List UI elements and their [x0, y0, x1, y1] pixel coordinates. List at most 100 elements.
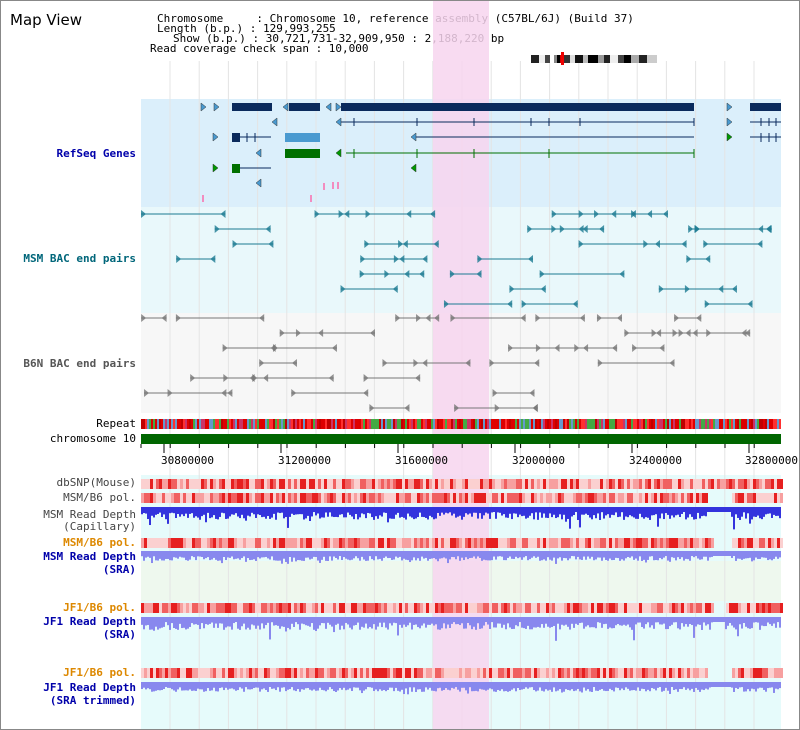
- read-depth-bar: [545, 507, 547, 518]
- read-depth-bar: [427, 507, 429, 520]
- read-depth-bar: [263, 507, 265, 517]
- b6n-bac-end: [659, 344, 665, 352]
- polymorphism-cell: [612, 493, 615, 503]
- polymorphism-cell: [606, 538, 609, 548]
- repeat-segment: [493, 419, 495, 429]
- gene-block: [285, 133, 320, 142]
- polymorphism-cell: [432, 493, 435, 503]
- read-depth-bar: [239, 617, 241, 630]
- polymorphism-cell: [696, 668, 699, 678]
- read-depth-bar: [693, 551, 695, 558]
- read-depth-bar: [179, 507, 181, 517]
- read-depth-bar: [649, 682, 651, 692]
- read-depth-bar: [629, 551, 631, 558]
- polymorphism-cell: [654, 668, 657, 678]
- polymorphism-cell: [327, 493, 330, 503]
- polymorphism-cell: [573, 668, 576, 678]
- read-depth-bar: [709, 617, 711, 630]
- read-depth-bar: [245, 682, 247, 688]
- polymorphism-cell: [612, 668, 615, 678]
- polymorphism-cell: [780, 603, 783, 613]
- read-depth-bar: [199, 507, 201, 520]
- polymorphism-cell: [456, 668, 459, 678]
- track-label-b6n-bac[interactable]: B6N BAC end pairs: [23, 357, 136, 370]
- length-info: Length (b.p.) : 129,993,255: [157, 22, 336, 35]
- read-depth-bar: [231, 617, 233, 630]
- polymorphism-cell: [390, 668, 393, 678]
- gene-mark: [337, 182, 339, 189]
- polymorphism-cell: [492, 668, 495, 678]
- polymorphism-cell: [447, 603, 450, 613]
- polymorphism-cell: [258, 668, 261, 678]
- read-depth-bar: [589, 551, 591, 559]
- repeat-segment: [719, 419, 721, 429]
- msm-bac-end: [582, 225, 588, 233]
- repeat-segment: [677, 419, 679, 429]
- repeat-segment: [745, 419, 747, 429]
- msm-bac-end: [539, 270, 545, 278]
- read-depth-bar: [343, 551, 345, 558]
- read-depth-bar: [661, 507, 663, 514]
- read-depth-bar: [361, 507, 363, 514]
- polymorphism-cell: [216, 603, 219, 613]
- read-depth-bar: [333, 551, 335, 557]
- read-depth-bar: [223, 617, 225, 630]
- polymorphism-cell: [573, 603, 576, 613]
- polymorphism-cell: [435, 538, 438, 548]
- read-depth-bar: [681, 617, 683, 624]
- polymorphism-cell: [414, 668, 417, 678]
- read-depth-bar: [621, 682, 623, 689]
- track-label-msm-bac[interactable]: MSM BAC end pairs: [23, 252, 136, 265]
- polymorphism-cell: [354, 668, 357, 678]
- read-depth-bar: [429, 551, 431, 559]
- polymorphism-cell: [747, 479, 750, 489]
- polymorphism-cell: [687, 668, 690, 678]
- polymorphism-cell: [198, 603, 201, 613]
- msm-bac-end: [398, 240, 404, 248]
- read-depth-bar: [641, 551, 643, 561]
- polymorphism-cell: [546, 603, 549, 613]
- repeat-segment: [505, 419, 507, 429]
- read-depth-bar: [627, 682, 629, 689]
- polymorphism-cell: [420, 538, 423, 548]
- polymorphism-cell: [261, 603, 264, 613]
- repeat-segment: [221, 419, 223, 429]
- read-depth-bar: [401, 617, 403, 628]
- read-depth-bar: [651, 682, 653, 689]
- read-depth-bar: [229, 551, 231, 558]
- track-label-refseq[interactable]: RefSeq Genes: [56, 147, 136, 160]
- read-depth-bar: [743, 507, 745, 513]
- read-depth-bar: [555, 507, 557, 519]
- repeat-segment: [675, 419, 677, 429]
- read-depth-bar: [419, 551, 421, 561]
- read-depth-bar: [629, 507, 631, 516]
- polymorphism-cell: [279, 493, 282, 503]
- polymorphism-cell: [744, 668, 747, 678]
- polymorphism-cell: [450, 668, 453, 678]
- polymorphism-cell: [663, 493, 666, 503]
- read-depth-bar: [309, 507, 311, 522]
- read-depth-bar: [597, 507, 599, 514]
- repeat-segment: [731, 419, 733, 429]
- polymorphism-cell: [555, 479, 558, 489]
- polymorphism-cell: [366, 538, 369, 548]
- polymorphism-cell: [249, 603, 252, 613]
- read-depth-bar: [293, 682, 295, 691]
- polymorphism-cell: [270, 493, 273, 503]
- read-depth-bar: [687, 507, 689, 518]
- repeat-segment: [157, 419, 159, 429]
- read-depth-bar: [237, 551, 239, 559]
- polymorphism-cell: [531, 538, 534, 548]
- read-depth-bar: [339, 682, 341, 689]
- repeat-segment: [369, 419, 371, 429]
- polymorphism-cell: [579, 479, 582, 489]
- read-depth-bar: [357, 551, 359, 559]
- repeat-segment: [641, 419, 643, 429]
- polymorphism-cell: [396, 668, 399, 678]
- read-depth-bar: [157, 617, 159, 630]
- polymorphism-cell: [429, 538, 432, 548]
- msm-bac-end: [766, 225, 772, 233]
- read-depth-bar: [351, 617, 353, 630]
- read-depth-bar: [649, 551, 651, 557]
